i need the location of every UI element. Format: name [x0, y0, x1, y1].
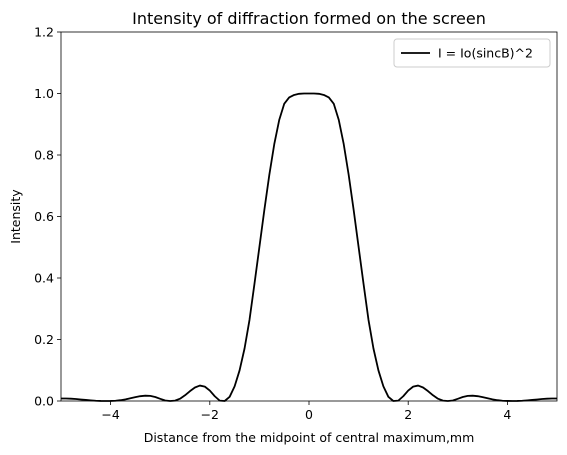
x-tick-label: 0: [305, 407, 313, 422]
y-axis-label: Intensity: [8, 189, 23, 244]
x-tick-label: 4: [503, 407, 511, 422]
y-tick-label: 0.2: [34, 332, 54, 347]
y-tick-label: 0.0: [34, 394, 54, 409]
x-axis-label: Distance from the midpoint of central ma…: [144, 430, 475, 445]
x-tick-label: −4: [101, 407, 119, 422]
y-tick-label: 1.2: [34, 25, 54, 40]
y-tick-label: 1.0: [34, 86, 54, 101]
y-tick-label: 0.4: [34, 271, 54, 286]
chart-title: Intensity of diffraction formed on the s…: [132, 9, 486, 28]
y-tick-label: 0.6: [34, 209, 54, 224]
x-tick-label: −2: [201, 407, 219, 422]
x-tick-label: 2: [404, 407, 412, 422]
legend-label: I = Io(sincB)^2: [438, 46, 533, 61]
y-tick-label: 0.8: [34, 148, 54, 163]
legend: I = Io(sincB)^2: [394, 39, 550, 67]
